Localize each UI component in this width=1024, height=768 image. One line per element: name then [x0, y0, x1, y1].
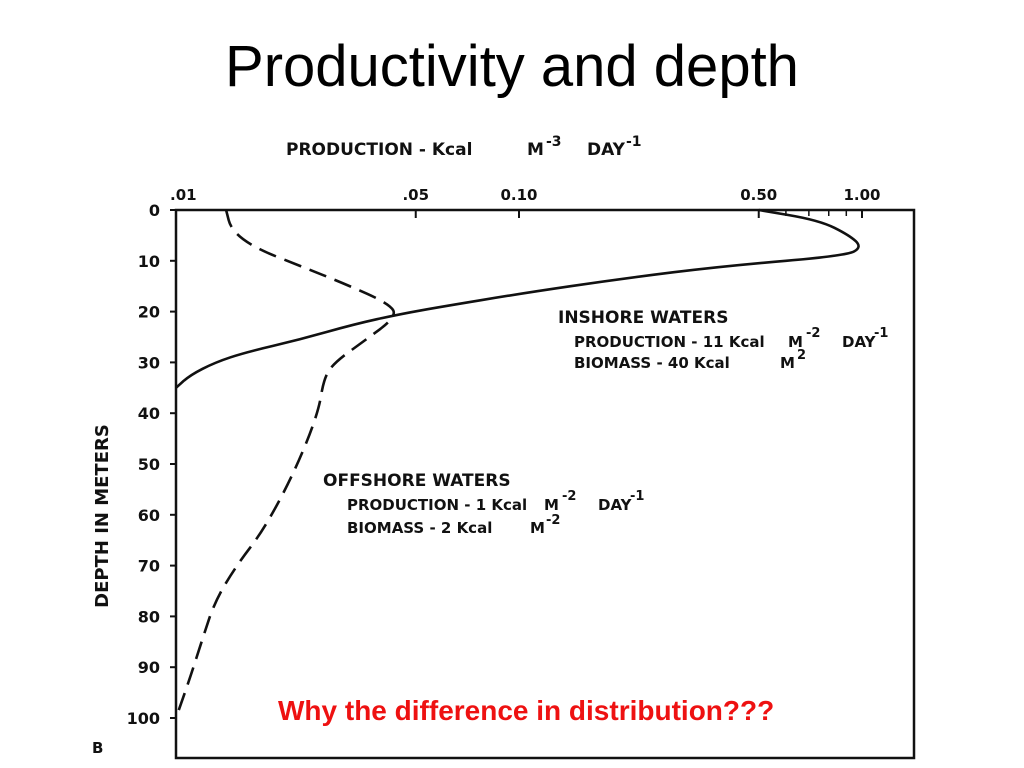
- x-axis-label-exp1: -3: [546, 134, 562, 150]
- y-tick-label: 90: [138, 658, 160, 677]
- y-tick-label: 20: [138, 303, 160, 322]
- y-tick-label: 0: [149, 201, 160, 220]
- y-tick-label: 30: [138, 353, 160, 372]
- y-ticks: 0 10 20 30 40 50 60 70 80 90 100: [127, 201, 176, 728]
- y-tick-label: 60: [138, 506, 160, 525]
- x-axis-label-main: PRODUCTION - Kcal: [286, 140, 472, 160]
- offshore-annotation: OFFSHORE WATERS PRODUCTION - 1 Kcal M -2…: [323, 471, 644, 537]
- discussion-question: Why the difference in distribution???: [278, 695, 775, 726]
- offshore-curve: [174, 209, 396, 719]
- x-tick-label: 0.10: [500, 186, 537, 204]
- y-tick-label: 80: [138, 607, 160, 626]
- x-ticks: .01 .05 0.10 0.50 1.00: [170, 186, 881, 218]
- slide-title: Productivity and depth: [225, 34, 799, 99]
- inshore-title: INSHORE WATERS: [558, 308, 728, 328]
- x-tick-label: .01: [170, 186, 197, 204]
- offshore-production-exp2: -1: [630, 489, 644, 504]
- inshore-production-unit1: M: [788, 333, 803, 351]
- offshore-production: PRODUCTION - 1 Kcal: [347, 496, 527, 514]
- inshore-biomass-unit1: M: [780, 354, 795, 372]
- x-axis-label-unit1: M: [527, 140, 544, 160]
- offshore-production-exp1: -2: [562, 489, 576, 504]
- y-axis-label: DEPTH IN METERS: [92, 424, 113, 608]
- y-tick-label: 100: [127, 709, 160, 728]
- plot-frame: [174, 208, 916, 760]
- offshore-biomass: BIOMASS - 2 Kcal: [347, 519, 492, 537]
- offshore-biomass-unit1: M: [530, 519, 545, 537]
- x-tick-label: 0.50: [740, 186, 777, 204]
- y-tick-label: 70: [138, 557, 160, 576]
- offshore-title: OFFSHORE WATERS: [323, 471, 511, 491]
- series-layer: [174, 208, 860, 719]
- offshore-production-unit2: DAY: [598, 496, 633, 514]
- inshore-curve: [175, 208, 860, 389]
- inshore-production-unit2: DAY: [842, 333, 877, 351]
- inshore-annotation: INSHORE WATERS PRODUCTION - 11 Kcal M -2…: [558, 308, 888, 372]
- y-tick-label: 10: [138, 252, 160, 271]
- inshore-production: PRODUCTION - 11 Kcal: [574, 333, 765, 351]
- inshore-biomass-exp1: 2: [797, 348, 806, 363]
- offshore-biomass-exp1: -2: [546, 513, 560, 528]
- y-tick-label: 40: [138, 404, 160, 423]
- offshore-production-unit1: M: [544, 496, 559, 514]
- panel-corner-label: B: [92, 739, 103, 757]
- inshore-biomass: BIOMASS - 40 Kcal: [574, 354, 730, 372]
- x-tick-label: .05: [402, 186, 429, 204]
- x-axis-label-exp2: -1: [626, 134, 642, 150]
- x-axis-label-unit2: DAY: [587, 140, 626, 160]
- x-axis-label: PRODUCTION - Kcal M -3 DAY -1: [286, 134, 642, 160]
- inshore-production-exp1: -2: [806, 326, 820, 341]
- x-tick-label: 1.00: [843, 186, 880, 204]
- y-tick-label: 50: [138, 455, 160, 474]
- inshore-production-exp2: -1: [874, 326, 888, 341]
